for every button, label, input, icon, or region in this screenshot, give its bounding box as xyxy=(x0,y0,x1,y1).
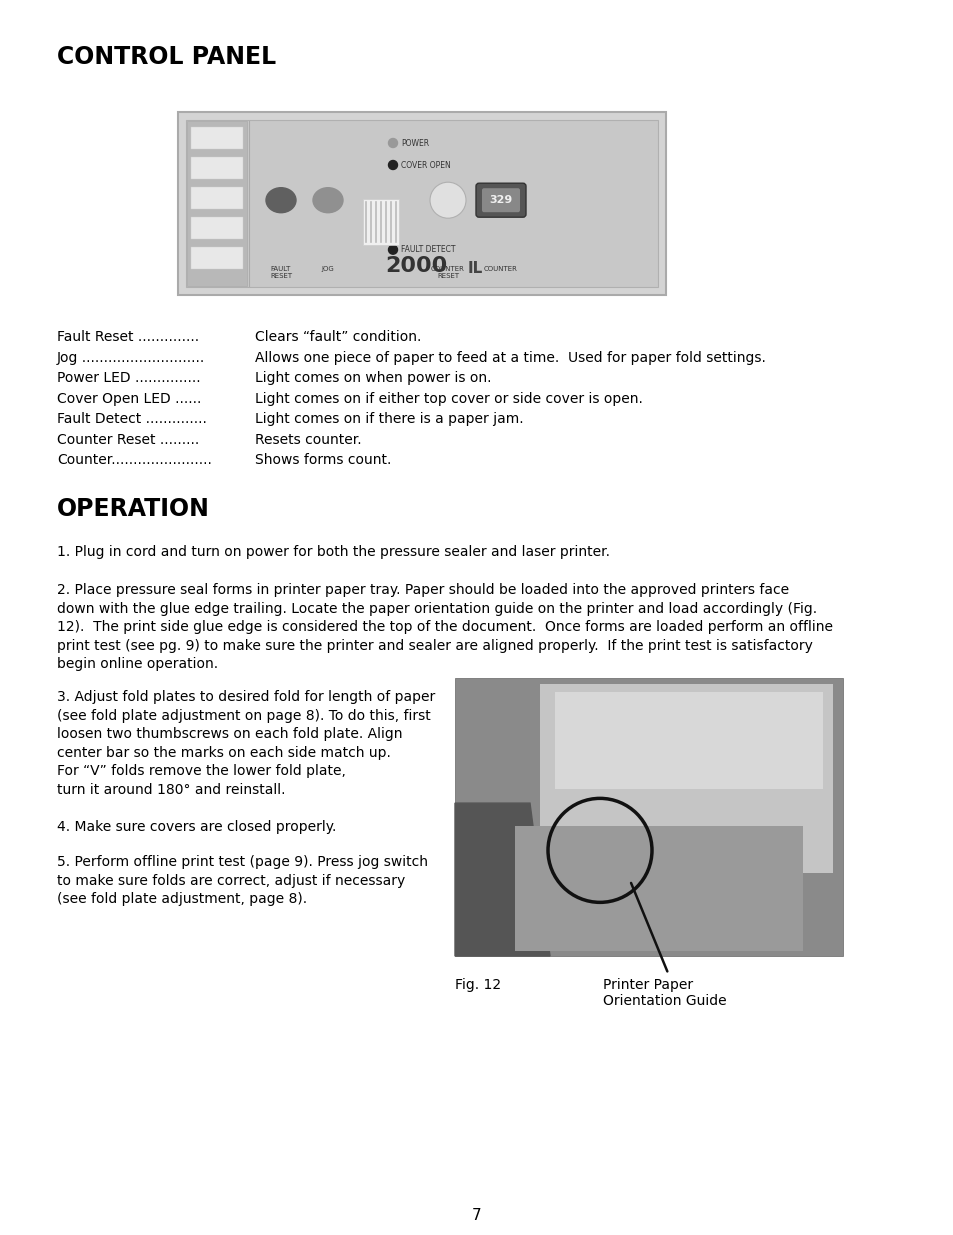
Text: Fig. 12: Fig. 12 xyxy=(455,978,500,992)
Text: loosen two thumbscrews on each fold plate. Align: loosen two thumbscrews on each fold plat… xyxy=(57,727,402,741)
Text: Counter Reset .........: Counter Reset ......... xyxy=(57,432,199,447)
Text: down with the glue edge trailing. Locate the paper orientation guide on the prin: down with the glue edge trailing. Locate… xyxy=(57,601,817,615)
Bar xyxy=(186,120,658,287)
Text: center bar so the marks on each side match up.: center bar so the marks on each side mat… xyxy=(57,746,391,760)
Circle shape xyxy=(388,138,397,147)
Text: to make sure folds are correct, adjust if necessary: to make sure folds are correct, adjust i… xyxy=(57,873,405,888)
Text: Allows one piece of paper to feed at a time.  Used for paper fold settings.: Allows one piece of paper to feed at a t… xyxy=(254,351,765,364)
Ellipse shape xyxy=(266,188,295,212)
Bar xyxy=(363,199,398,245)
Text: Shows forms count.: Shows forms count. xyxy=(254,453,391,467)
Polygon shape xyxy=(455,803,550,956)
Text: Counter.......................: Counter....................... xyxy=(57,453,212,467)
Text: COUNTER
RESET: COUNTER RESET xyxy=(431,266,464,279)
Text: FAULT DETECT: FAULT DETECT xyxy=(400,246,455,254)
Text: IL: IL xyxy=(467,261,482,275)
Text: Fault Reset ..............: Fault Reset .............. xyxy=(57,330,199,345)
Bar xyxy=(178,112,665,295)
Text: 5. Perform offline print test (page 9). Press jog switch: 5. Perform offline print test (page 9). … xyxy=(57,855,428,869)
Bar xyxy=(515,826,802,951)
Bar xyxy=(455,678,842,956)
Text: begin online operation.: begin online operation. xyxy=(57,657,218,671)
Bar xyxy=(191,247,243,269)
Text: 2. Place pressure seal forms in printer paper tray. Paper should be loaded into : 2. Place pressure seal forms in printer … xyxy=(57,583,788,597)
Text: print test (see pg. 9) to make sure the printer and sealer are aligned properly.: print test (see pg. 9) to make sure the … xyxy=(57,638,812,652)
Text: 329: 329 xyxy=(489,195,512,205)
Text: For “V” folds remove the lower fold plate,: For “V” folds remove the lower fold plat… xyxy=(57,764,346,778)
Text: 3. Adjust fold plates to desired fold for length of paper: 3. Adjust fold plates to desired fold fo… xyxy=(57,690,435,704)
FancyBboxPatch shape xyxy=(481,188,519,212)
Text: (see fold plate adjustment on page 8). To do this, first: (see fold plate adjustment on page 8). T… xyxy=(57,709,431,722)
Text: POWER: POWER xyxy=(400,138,429,147)
Text: 12).  The print side glue edge is considered the top of the document.  Once form: 12). The print side glue edge is conside… xyxy=(57,620,832,634)
Text: JOG: JOG xyxy=(321,266,334,272)
Text: 1. Plug in cord and turn on power for both the pressure sealer and laser printer: 1. Plug in cord and turn on power for bo… xyxy=(57,545,609,559)
Text: Clears “fault” condition.: Clears “fault” condition. xyxy=(254,330,421,345)
Bar xyxy=(191,217,243,240)
Text: Light comes on if there is a paper jam.: Light comes on if there is a paper jam. xyxy=(254,412,523,426)
Bar xyxy=(555,692,822,789)
Circle shape xyxy=(388,246,397,254)
Text: Power LED ...............: Power LED ............... xyxy=(57,370,200,385)
Text: Light comes on when power is on.: Light comes on when power is on. xyxy=(254,370,491,385)
Text: Jog ............................: Jog ............................ xyxy=(57,351,205,364)
Text: 2000: 2000 xyxy=(385,256,448,275)
Circle shape xyxy=(388,161,397,169)
FancyBboxPatch shape xyxy=(476,183,525,217)
Text: Printer Paper
Orientation Guide: Printer Paper Orientation Guide xyxy=(602,978,726,1008)
Ellipse shape xyxy=(313,188,343,212)
Text: COVER OPEN: COVER OPEN xyxy=(400,161,450,169)
Bar xyxy=(191,186,243,209)
Text: Fault Detect ..............: Fault Detect .............. xyxy=(57,412,207,426)
Bar xyxy=(187,121,247,287)
Text: turn it around 180° and reinstall.: turn it around 180° and reinstall. xyxy=(57,783,285,797)
Text: Resets counter.: Resets counter. xyxy=(254,432,361,447)
Text: Light comes on if either top cover or side cover is open.: Light comes on if either top cover or si… xyxy=(254,391,642,405)
Text: Cover Open LED ......: Cover Open LED ...... xyxy=(57,391,201,405)
Text: 7: 7 xyxy=(472,1208,481,1223)
Bar xyxy=(191,127,243,149)
Text: OPERATION: OPERATION xyxy=(57,496,210,521)
Text: CONTROL PANEL: CONTROL PANEL xyxy=(57,44,275,69)
Circle shape xyxy=(430,183,465,219)
Bar xyxy=(191,157,243,179)
Text: FAULT
RESET: FAULT RESET xyxy=(270,266,292,279)
Text: COUNTER: COUNTER xyxy=(483,266,517,272)
Text: 4. Make sure covers are closed properly.: 4. Make sure covers are closed properly. xyxy=(57,820,336,834)
Bar xyxy=(539,683,832,873)
Text: (see fold plate adjustment, page 8).: (see fold plate adjustment, page 8). xyxy=(57,892,307,906)
